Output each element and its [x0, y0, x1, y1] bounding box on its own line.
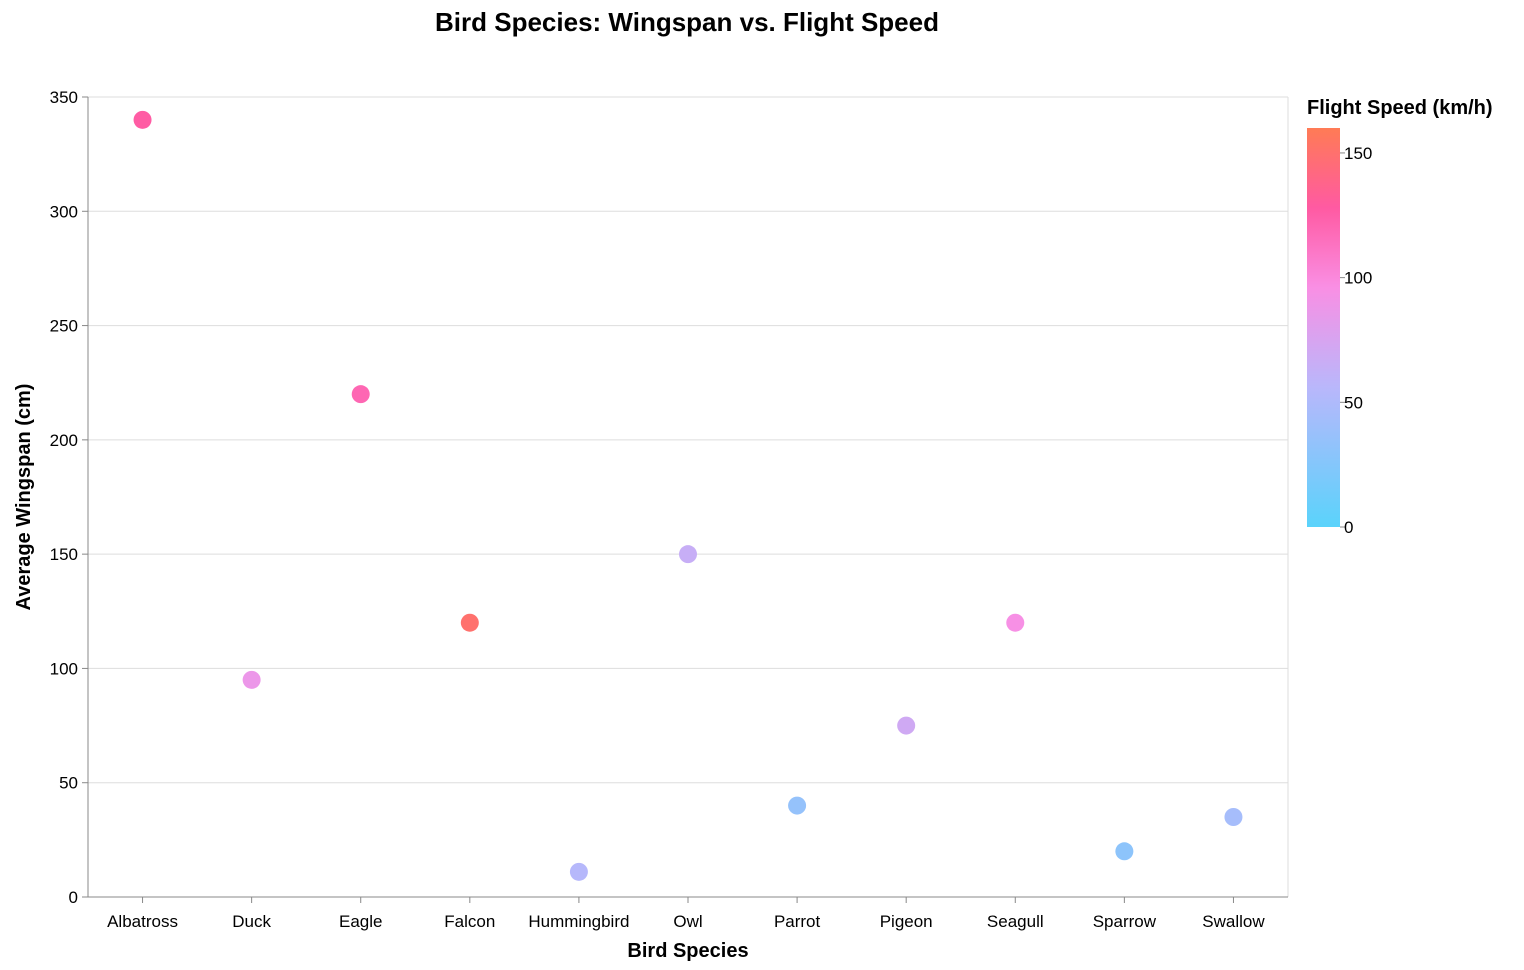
x-tick-label: Owl	[673, 912, 702, 931]
legend-tick-label: 50	[1344, 393, 1363, 412]
legend-tick-label: 0	[1344, 518, 1353, 537]
data-points	[133, 110, 1243, 881]
axes: 0 50 100 150 200 250 300 350 Albatross Duck Eagle F…	[50, 88, 1288, 931]
x-tick-label: Pigeon	[880, 912, 933, 931]
color-legend: Flight Speed (km/h) 0 50 100 150	[1307, 97, 1493, 537]
legend-title: Flight Speed (km/h)	[1307, 97, 1493, 119]
gridlines	[88, 96, 1289, 897]
legend-tick-label: 100	[1344, 269, 1372, 288]
legend-ticks: 0 50 100 150	[1340, 144, 1372, 537]
data-point-eagle[interactable]	[351, 385, 370, 404]
data-point-sparrow[interactable]	[1115, 842, 1134, 861]
data-point-pigeon[interactable]	[897, 716, 916, 735]
data-point-falcon[interactable]	[460, 613, 479, 632]
x-tick-label: Duck	[232, 912, 271, 931]
x-tick-label: Swallow	[1202, 912, 1265, 931]
y-tick-label: 0	[69, 888, 78, 907]
data-point-hummingbird[interactable]	[569, 862, 588, 881]
data-point-seagull[interactable]	[1006, 613, 1025, 632]
data-point-swallow[interactable]	[1224, 808, 1243, 826]
x-tick-label: Sparrow	[1093, 912, 1157, 931]
x-tick-label: Parrot	[774, 912, 821, 931]
y-axis-title: Average Wingspan (cm)	[13, 384, 35, 611]
x-tick-label: Falcon	[444, 912, 495, 931]
y-tick-label: 250	[50, 317, 78, 336]
y-tick-label: 100	[50, 659, 78, 678]
legend-tick-label: 150	[1344, 144, 1372, 163]
y-tick-label: 150	[50, 545, 78, 564]
chart-title: Bird Species: Wingspan vs. Flight Speed	[435, 7, 939, 37]
data-point-owl[interactable]	[679, 545, 697, 564]
y-tick-label: 200	[50, 431, 78, 450]
y-tick-label: 350	[50, 88, 78, 107]
legend-gradient-bar	[1307, 128, 1340, 527]
x-tick-label: Albatross	[107, 912, 178, 931]
y-tick-label: 50	[59, 774, 78, 793]
y-tick-label: 300	[50, 202, 78, 221]
x-tick-label: Seagull	[987, 912, 1044, 931]
x-axis-title: Bird Species	[627, 940, 748, 962]
data-point-duck[interactable]	[242, 670, 261, 689]
data-point-albatross[interactable]	[133, 110, 152, 129]
x-tick-label: Hummingbird	[528, 912, 629, 931]
x-tick-label: Eagle	[339, 912, 382, 931]
data-point-parrot[interactable]	[788, 796, 807, 815]
